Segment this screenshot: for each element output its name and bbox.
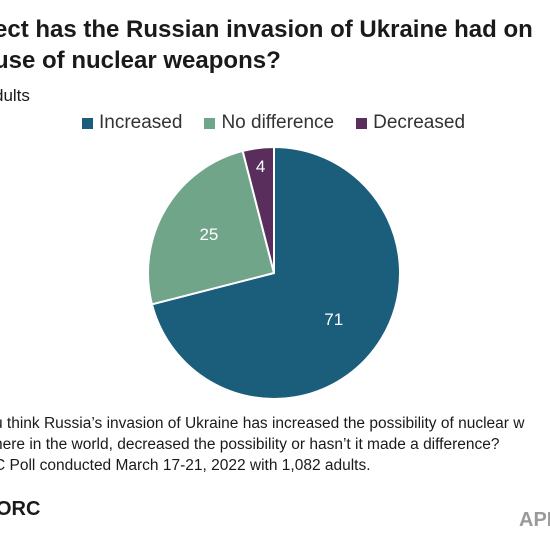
data-label-increased: 71 (324, 310, 343, 329)
legend-label-increased: Increased (99, 112, 183, 133)
data-label-decreased: 4 (256, 157, 265, 176)
legend-swatch-decreased (356, 117, 368, 129)
chart-footnote: u think Russia’s invasion of Ukraine has… (0, 413, 550, 476)
footnote-line-1: u think Russia’s invasion of Ukraine has… (0, 415, 525, 432)
legend-label-no-difference: No difference (221, 112, 335, 133)
legend-label-decreased: Decreased (373, 112, 466, 133)
legend-item-decreased: Decreased (356, 112, 465, 134)
legend-swatch-no-difference (204, 117, 216, 129)
chart-legend: Increased No difference Decreased (82, 112, 487, 134)
chart-title-line-2: use of nuclear weapons? (0, 47, 281, 74)
pie-slice-no-difference (147, 149, 275, 306)
ap-logo: APN (519, 509, 550, 531)
legend-item-increased: Increased (82, 112, 182, 134)
footnote-line-2: here in the world, decreased the possibi… (0, 436, 500, 453)
chart-title-line-1: ect has the Russian invasion of Ukraine … (0, 16, 533, 43)
pie-slice-decreased (241, 146, 275, 274)
chart-subtitle: dults (0, 86, 30, 105)
chart-title: ect has the Russian invasion of Ukraine … (0, 14, 550, 76)
pie-slice-increased (150, 146, 401, 400)
data-label-no-difference: 25 (199, 225, 218, 244)
legend-swatch-increased (82, 117, 93, 129)
legend-item-no-difference: No difference (204, 112, 334, 134)
norc-logo: ORC (0, 498, 41, 520)
footnote-line-3: C Poll conducted March 17-21, 2022 with … (0, 457, 371, 474)
